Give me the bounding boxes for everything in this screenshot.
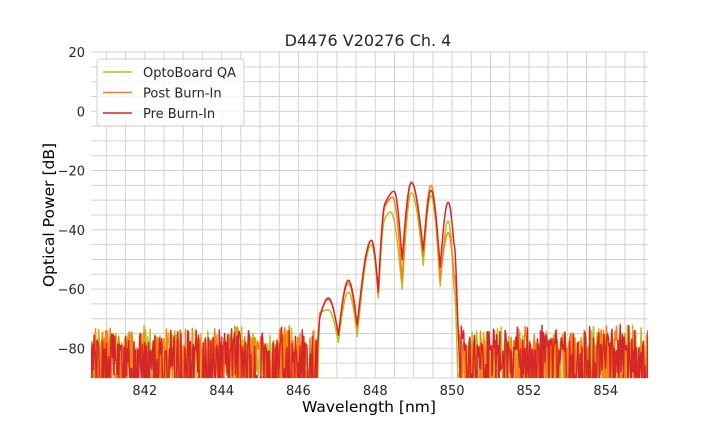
y-tick-label: −60 bbox=[58, 283, 85, 298]
y-tick-label: −80 bbox=[58, 342, 85, 357]
y-tick-labels: 20 0 −20 −40 −60 −80 bbox=[58, 46, 85, 357]
x-axis-label: Wavelength [nm] bbox=[302, 398, 436, 416]
x-tick-label: 850 bbox=[440, 384, 465, 399]
x-tick-label: 848 bbox=[363, 384, 388, 399]
legend: OptoBoard QA Post Burn-In Pre Burn-In bbox=[96, 58, 245, 127]
y-tick-label: 0 bbox=[77, 105, 85, 120]
x-tick-label: 844 bbox=[209, 384, 234, 399]
x-tick-label: 846 bbox=[286, 384, 311, 399]
y-tick-label: −20 bbox=[58, 165, 85, 180]
legend-label: Pre Burn-In bbox=[143, 107, 215, 122]
legend-label: Post Burn-In bbox=[143, 87, 222, 102]
y-tick-label: 20 bbox=[68, 46, 85, 61]
legend-box bbox=[96, 58, 245, 127]
y-tick-label: −40 bbox=[58, 224, 85, 239]
x-tick-label: 854 bbox=[593, 384, 618, 399]
series-line-pre-burn-in bbox=[91, 181, 648, 378]
x-tick-label: 842 bbox=[132, 384, 157, 399]
chart-title: D4476 V20276 Ch. 4 bbox=[285, 31, 452, 50]
y-axis-label: Optical Power [dB] bbox=[40, 143, 58, 287]
x-tick-labels: 842 844 846 848 850 852 854 bbox=[132, 384, 618, 399]
series-lines bbox=[91, 181, 648, 378]
x-tick-label: 852 bbox=[517, 384, 542, 399]
legend-label: OptoBoard QA bbox=[143, 66, 236, 81]
